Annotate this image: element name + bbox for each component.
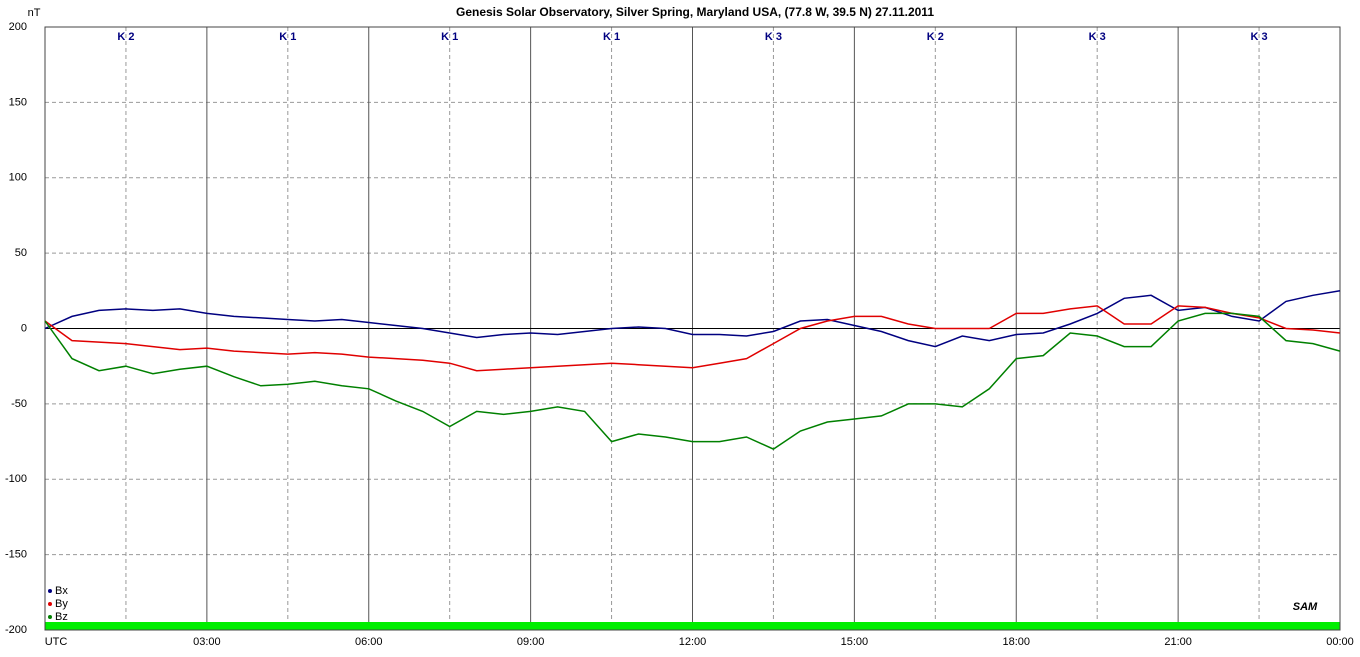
x-tick-label: 18:00 (1002, 636, 1030, 648)
k-index-label: K 3 (1251, 31, 1268, 43)
y-tick-label: 150 (9, 96, 27, 108)
legend-marker (48, 589, 52, 593)
y-tick-label: -200 (5, 624, 27, 636)
series-line (44, 312, 1341, 450)
k-index-label: K 3 (1089, 31, 1106, 43)
legend-marker (48, 602, 52, 606)
chart-title: Genesis Solar Observatory, Silver Spring… (456, 5, 934, 19)
x-tick-label: UTC (45, 636, 68, 648)
x-tick-label: 12:00 (679, 636, 707, 648)
k-index-label: K 2 (117, 31, 134, 43)
logo: SAM (1293, 601, 1318, 613)
y-axis-label: nT (28, 7, 41, 19)
series-line (44, 305, 1341, 372)
x-tick-label: 09:00 (517, 636, 545, 648)
x-tick-label: 15:00 (841, 636, 869, 648)
y-tick-label: -50 (11, 398, 27, 410)
y-tick-label: 200 (9, 21, 27, 33)
y-tick-label: 50 (15, 247, 27, 259)
legend-label: Bx (55, 585, 68, 597)
legend-marker (48, 615, 52, 619)
series-line (44, 290, 1341, 348)
y-tick-label: -150 (5, 549, 27, 561)
y-tick-label: -100 (5, 473, 27, 485)
legend-label: Bz (55, 611, 68, 623)
x-tick-label: 06:00 (355, 636, 383, 648)
x-tick-label: 03:00 (193, 636, 221, 648)
y-tick-label: 100 (9, 172, 27, 184)
x-tick-label: 21:00 (1164, 636, 1192, 648)
k-index-label: K 1 (279, 31, 296, 43)
k-index-label: K 3 (765, 31, 782, 43)
x-tick-label: 00:00 (1326, 636, 1354, 648)
legend-label: By (55, 598, 68, 610)
k-index-label: K 1 (603, 31, 620, 43)
k-index-label: K 2 (927, 31, 944, 43)
y-tick-label: 0 (21, 322, 27, 334)
status-bar (45, 622, 1340, 630)
k-index-label: K 1 (441, 31, 458, 43)
